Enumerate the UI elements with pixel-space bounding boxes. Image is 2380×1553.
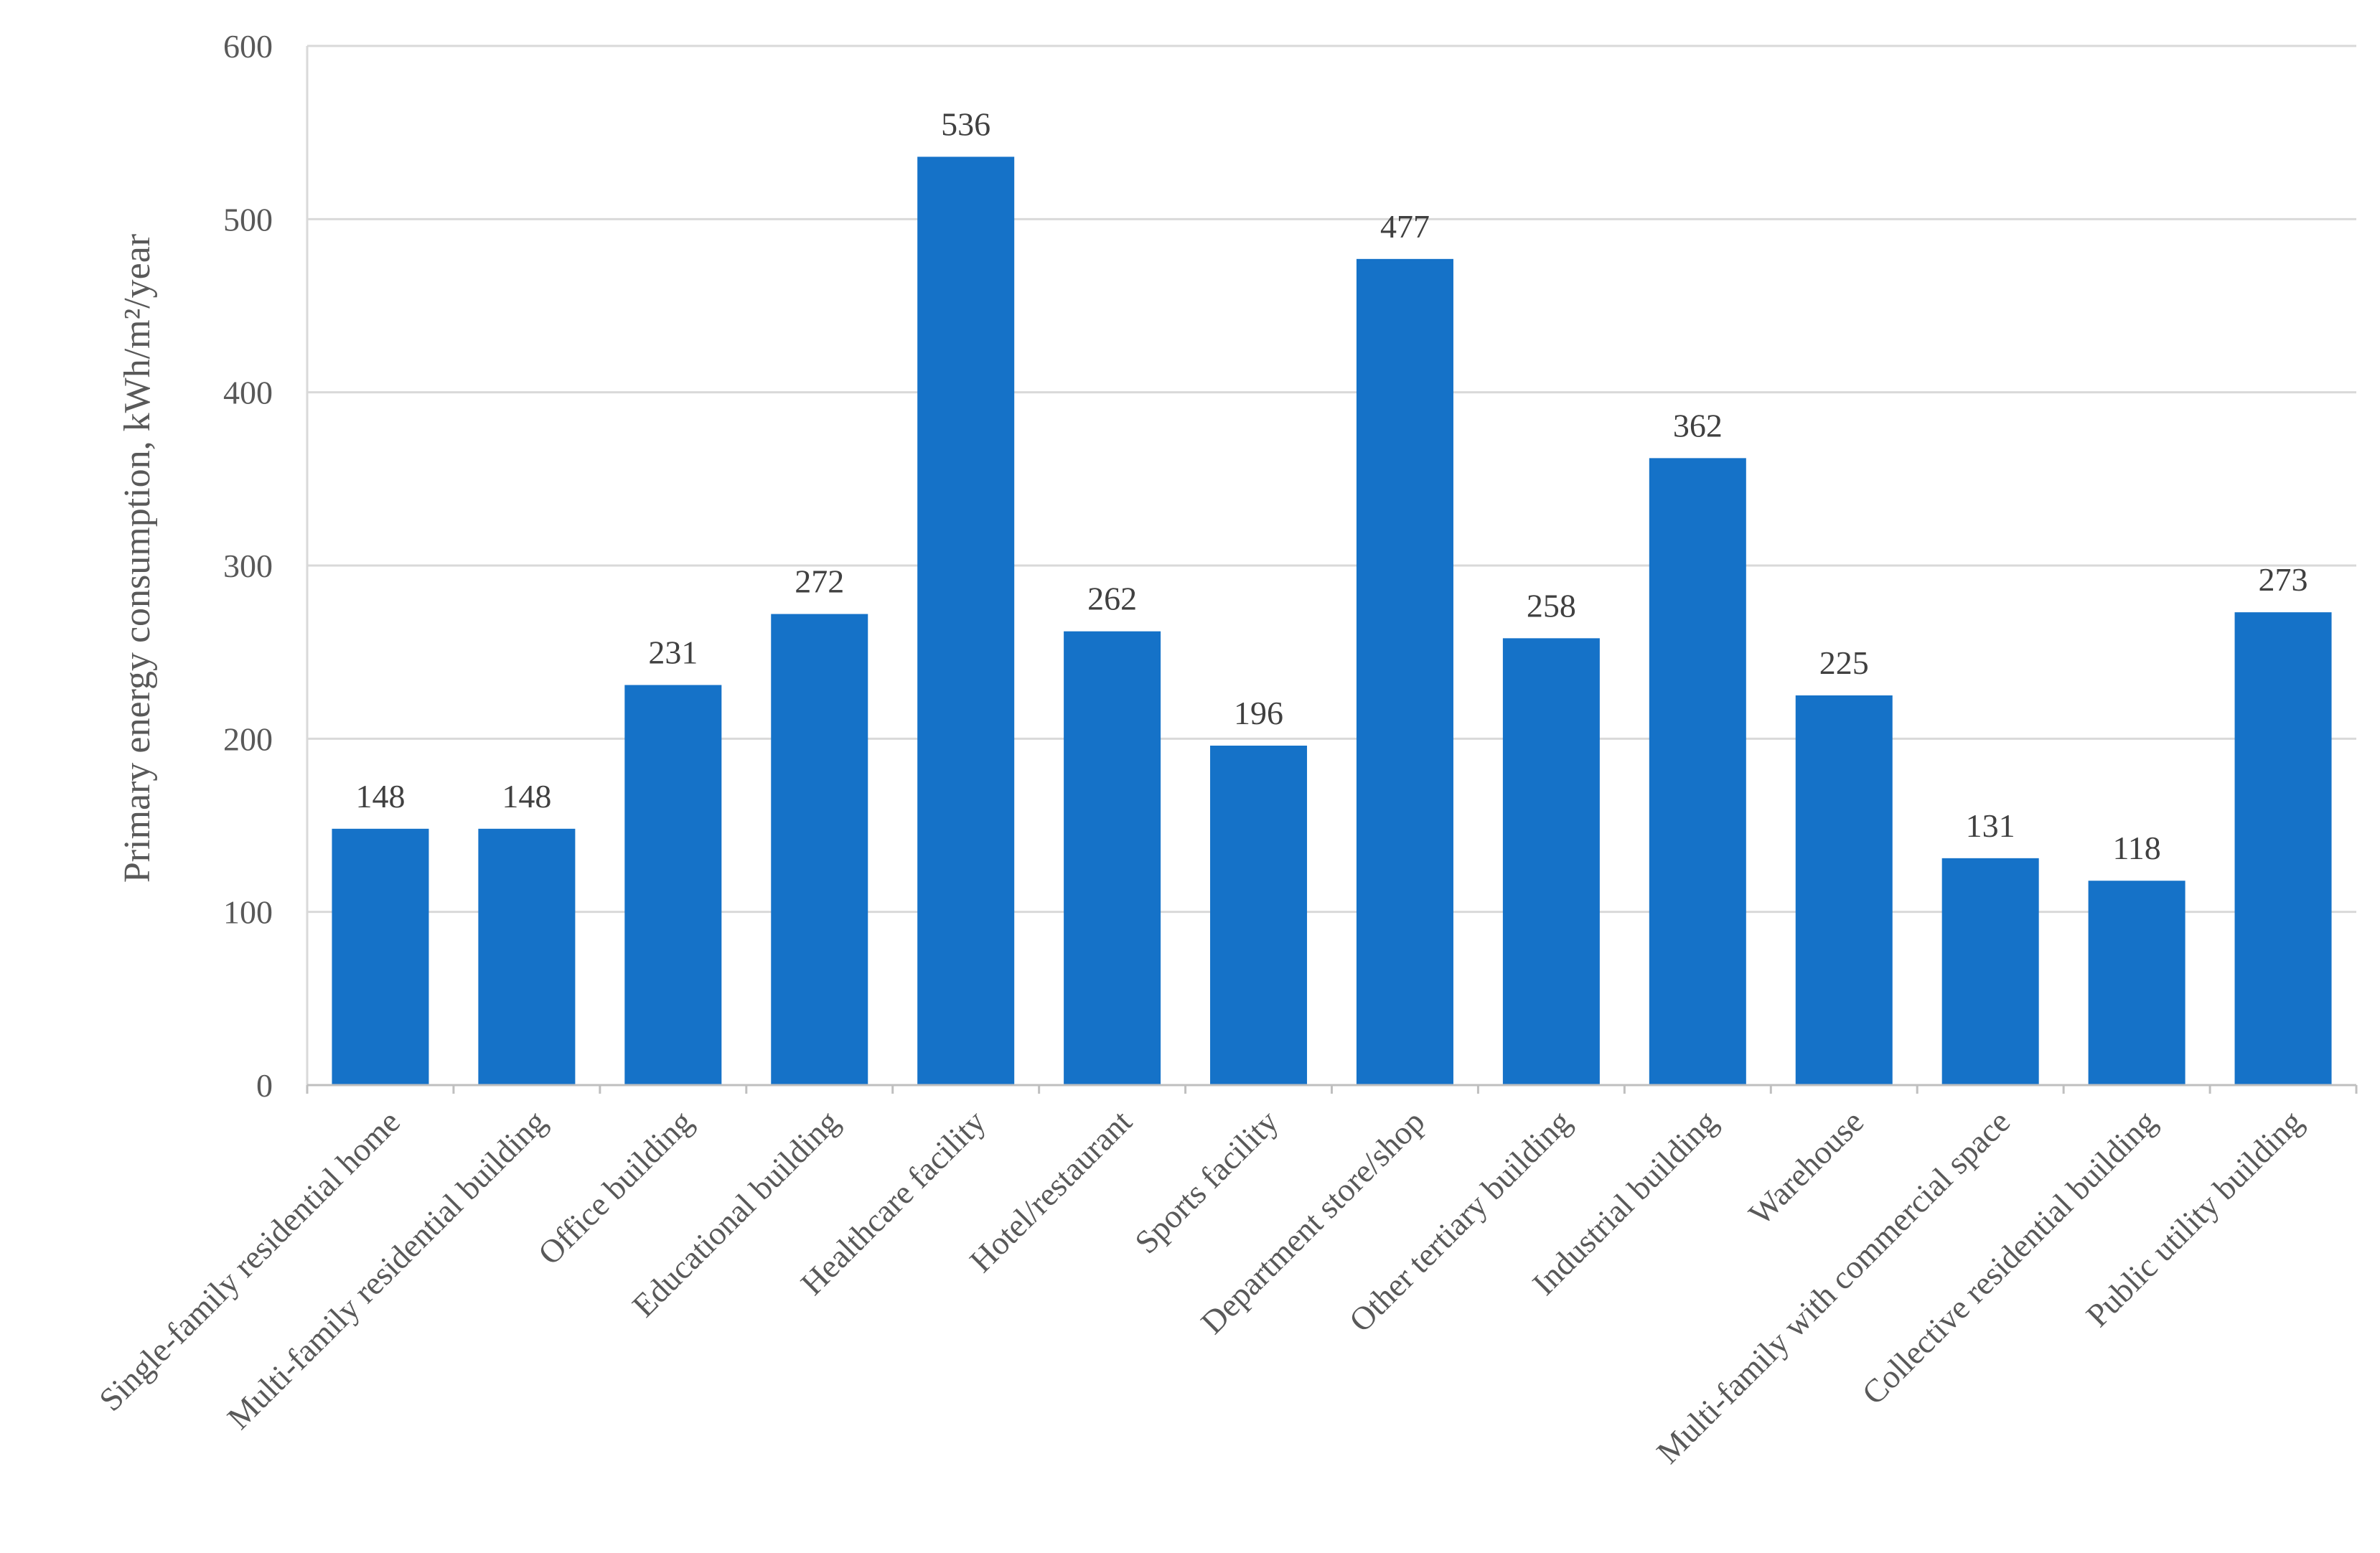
category-label: Collective residential building bbox=[1855, 1103, 2163, 1412]
y-tick-label: 500 bbox=[223, 201, 273, 238]
bar bbox=[1210, 745, 1308, 1085]
bar bbox=[1502, 638, 1600, 1085]
category-label: Office building bbox=[531, 1103, 700, 1272]
y-tick-label: 300 bbox=[223, 548, 273, 584]
bar bbox=[1064, 631, 1161, 1085]
y-tick-label: 100 bbox=[223, 894, 273, 931]
bar bbox=[2234, 612, 2332, 1085]
bar bbox=[1941, 858, 2039, 1085]
bar bbox=[1649, 458, 1746, 1085]
bar bbox=[624, 685, 722, 1085]
data-label: 148 bbox=[355, 778, 405, 815]
data-label: 148 bbox=[502, 778, 551, 815]
y-tick-label: 200 bbox=[223, 721, 273, 757]
category-label: Multi-family residential building bbox=[220, 1103, 553, 1436]
data-label: 362 bbox=[1673, 407, 1723, 444]
data-label: 273 bbox=[2259, 561, 2308, 598]
data-label: 225 bbox=[1819, 644, 1869, 681]
axes bbox=[306, 46, 2358, 1094]
data-label: 131 bbox=[1966, 807, 2015, 844]
y-tick-label: 0 bbox=[256, 1067, 273, 1104]
data-label: 258 bbox=[1527, 587, 1576, 624]
bar bbox=[771, 614, 868, 1085]
bars bbox=[332, 156, 2332, 1086]
category-label: Warehouse bbox=[1742, 1103, 1871, 1232]
data-label: 272 bbox=[795, 563, 844, 600]
data-label: 262 bbox=[1087, 581, 1137, 617]
gridlines bbox=[307, 44, 2356, 914]
data-label: 536 bbox=[941, 105, 990, 142]
category-labels: Single-family residential homeMulti-fami… bbox=[92, 1103, 2310, 1470]
data-label: 196 bbox=[1234, 695, 1283, 731]
data-labels: 148 148 231 272 536 262 196 477 258 362 225 131 118 2… bbox=[355, 105, 2308, 866]
bar bbox=[478, 828, 576, 1085]
y-tick-label: 600 bbox=[223, 28, 273, 65]
bar bbox=[917, 156, 1015, 1085]
bar bbox=[332, 828, 429, 1085]
bar bbox=[2088, 881, 2185, 1085]
y-axis-title: Primary energy consumption, kWh/m²/year bbox=[117, 234, 158, 883]
data-label: 118 bbox=[2112, 830, 2160, 866]
data-label: 231 bbox=[648, 634, 698, 671]
category-label: Sports facility bbox=[1128, 1103, 1285, 1260]
y-tick-label: 400 bbox=[223, 375, 273, 411]
bar bbox=[1795, 695, 1893, 1085]
y-tick-labels: 0 100 200 300 400 500 600 bbox=[223, 28, 273, 1104]
data-label: 477 bbox=[1380, 208, 1430, 245]
category-label: Single-family residential home bbox=[92, 1103, 407, 1418]
bar bbox=[1356, 258, 1453, 1086]
